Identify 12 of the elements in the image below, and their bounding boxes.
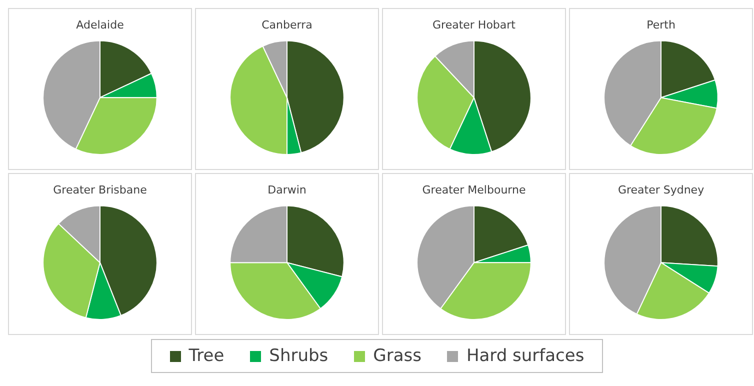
chart-title: Greater Melbourne [422, 183, 526, 196]
legend-label: Shrubs [269, 346, 328, 366]
chart-title: Greater Sydney [618, 183, 705, 196]
legend-label: Hard surfaces [466, 346, 584, 366]
legend-label: Tree [188, 346, 224, 366]
chart-title: Canberra [262, 18, 312, 32]
legend-label: Grass [373, 346, 422, 366]
chart-title: Adelaide [76, 18, 124, 32]
chart-title: Darwin [268, 183, 306, 196]
chart-title: Greater Brisbane [53, 183, 148, 196]
chart-title: Perth [646, 18, 676, 32]
chart-title: Greater Hobart [432, 18, 516, 32]
